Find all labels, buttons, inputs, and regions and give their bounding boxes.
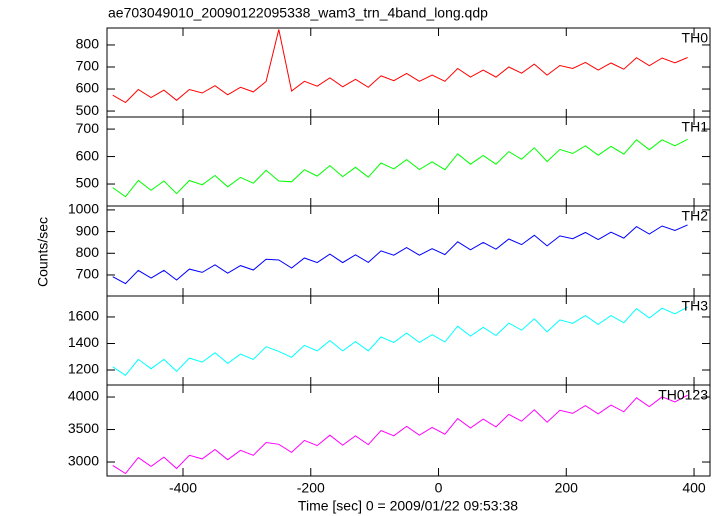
y-tick-label: 500	[76, 102, 100, 118]
y-tick-label: 500	[76, 175, 100, 191]
series-label: TH0	[682, 30, 709, 46]
chart-title: ae703049010_20090122095338_wam3_trn_4ban…	[108, 5, 488, 21]
panel-frame	[106, 27, 711, 118]
panel-frame	[106, 205, 711, 297]
data-line	[112, 306, 688, 376]
y-tick-label: 800	[76, 36, 100, 52]
y-axis-label: Counts/sec	[35, 217, 51, 287]
data-line	[112, 394, 688, 475]
panel-frame	[106, 295, 711, 386]
panel-frame	[106, 384, 711, 477]
data-line	[112, 224, 688, 285]
y-tick-label: 4000	[68, 388, 99, 404]
x-tick-label: 200	[555, 480, 579, 496]
y-tick-label: 1000	[68, 201, 99, 217]
data-line	[112, 29, 688, 104]
y-tick-label: 800	[76, 244, 100, 260]
series-label: TH0123	[658, 387, 708, 403]
x-tick-label: 400	[682, 480, 706, 496]
x-axis-label: Time [sec] 0 = 2009/01/22 09:53:38	[298, 498, 518, 514]
y-tick-label: 1600	[68, 308, 99, 324]
y-tick-label: 600	[76, 147, 100, 163]
data-line	[112, 138, 688, 198]
y-tick-label: 700	[76, 58, 100, 74]
y-tick-label: 600	[76, 80, 100, 96]
x-tick-label: -400	[169, 480, 197, 496]
series-label: TH1	[682, 119, 709, 135]
y-tick-label: 700	[76, 266, 100, 282]
series-label: TH2	[682, 208, 709, 224]
x-tick-label: -200	[297, 480, 325, 496]
x-tick-label: 0	[435, 480, 443, 496]
series-label: TH3	[682, 298, 709, 314]
y-tick-label: 1400	[68, 334, 99, 350]
y-tick-label: 1200	[68, 361, 99, 377]
y-tick-label: 700	[76, 120, 100, 136]
y-tick-label: 900	[76, 222, 100, 238]
y-tick-label: 3000	[68, 453, 99, 469]
y-tick-label: 3500	[68, 420, 99, 436]
